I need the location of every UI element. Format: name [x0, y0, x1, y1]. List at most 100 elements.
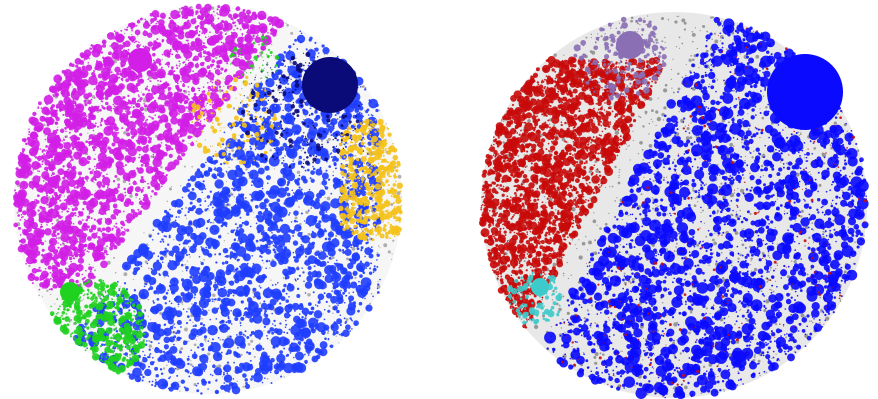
magenta-node [74, 214, 77, 217]
magenta-node [198, 87, 201, 90]
magenta-node [31, 267, 38, 274]
magenta-node [120, 230, 126, 236]
magenta-node [280, 23, 283, 26]
blue-node [144, 310, 146, 312]
gray-node [71, 130, 73, 132]
blue-node [327, 237, 331, 241]
blue-node [298, 274, 302, 277]
magenta-node [123, 228, 126, 231]
magenta-node [75, 64, 79, 68]
magenta-node [107, 81, 110, 84]
magenta-node [181, 118, 188, 125]
blue-node [344, 321, 347, 325]
blue-node [215, 391, 218, 394]
magenta-node [37, 194, 40, 198]
blue-node [292, 43, 295, 46]
magenta-node [115, 148, 119, 151]
magenta-node [51, 222, 54, 225]
blue-node [356, 247, 360, 251]
magenta-node [161, 53, 164, 56]
gray-node [348, 122, 351, 126]
gray-node [170, 185, 173, 188]
magenta-node [278, 19, 281, 23]
gray-node [185, 217, 188, 219]
magenta-node [211, 52, 215, 55]
magenta-node [70, 79, 73, 82]
magenta-node [17, 214, 21, 217]
magenta-node [157, 15, 160, 18]
magenta-node [207, 115, 210, 118]
magenta-node [146, 70, 154, 77]
blue-node [229, 254, 234, 259]
blue-node [337, 304, 339, 306]
blue-node [177, 315, 179, 318]
blue-node [204, 200, 207, 203]
magenta-node [154, 45, 157, 49]
blue-node [379, 278, 381, 281]
gray-node [385, 123, 387, 125]
gray-node [191, 303, 193, 305]
magenta-node [202, 50, 207, 55]
gray-node [364, 86, 367, 89]
magenta-node [51, 218, 53, 220]
magenta-node [38, 215, 46, 224]
magenta-node [51, 159, 53, 161]
magenta-node [52, 276, 55, 278]
magenta-node [61, 156, 64, 159]
magenta-node [52, 257, 54, 260]
blue-node [199, 342, 204, 348]
gray-node [361, 85, 365, 88]
magenta-node [63, 142, 65, 144]
gray-node [219, 338, 222, 341]
blue-node [261, 187, 264, 190]
magenta-node [158, 179, 161, 182]
blue-node [177, 209, 182, 215]
magenta-node [56, 197, 60, 200]
magenta-node [256, 34, 259, 37]
magenta-node [144, 199, 151, 206]
magenta-node [182, 61, 185, 64]
magenta-node [67, 165, 70, 168]
blue-node [212, 155, 215, 158]
magenta-node [22, 166, 25, 168]
magenta-node [41, 230, 46, 235]
magenta-node [134, 29, 141, 36]
blue-node [292, 356, 295, 359]
gray-node [326, 196, 331, 201]
magenta-node [41, 150, 44, 153]
magenta-node [101, 184, 106, 188]
magenta-node [253, 37, 255, 40]
magenta-node [99, 122, 102, 124]
gray-node [56, 126, 59, 128]
gray-node [159, 311, 163, 315]
gray-node [370, 292, 373, 295]
magenta-node [35, 238, 42, 245]
magenta-node [127, 189, 132, 194]
gray-node [152, 347, 154, 349]
magenta-node [169, 93, 173, 97]
magenta-node [127, 100, 132, 105]
magenta-node [33, 200, 36, 203]
magenta-node [31, 218, 35, 222]
magenta-node [71, 158, 74, 161]
blue-node [311, 306, 314, 309]
blue-node [280, 375, 283, 378]
gray-node [121, 95, 123, 98]
blue-node [206, 195, 211, 199]
magenta-node [143, 193, 148, 198]
gray-node [41, 296, 44, 298]
gray-node [209, 360, 211, 362]
magenta-node [202, 42, 205, 45]
gray-node [162, 367, 166, 370]
magenta-node [219, 31, 223, 35]
magenta-node [77, 171, 83, 176]
magenta-node [232, 21, 235, 25]
blue-node [283, 283, 287, 288]
blue-node [115, 330, 119, 333]
blue-node [287, 83, 290, 85]
magenta-node [57, 246, 60, 249]
magenta-node [151, 117, 154, 120]
magenta-node [40, 225, 43, 227]
blue-node [327, 261, 329, 263]
magenta-node [260, 23, 263, 26]
